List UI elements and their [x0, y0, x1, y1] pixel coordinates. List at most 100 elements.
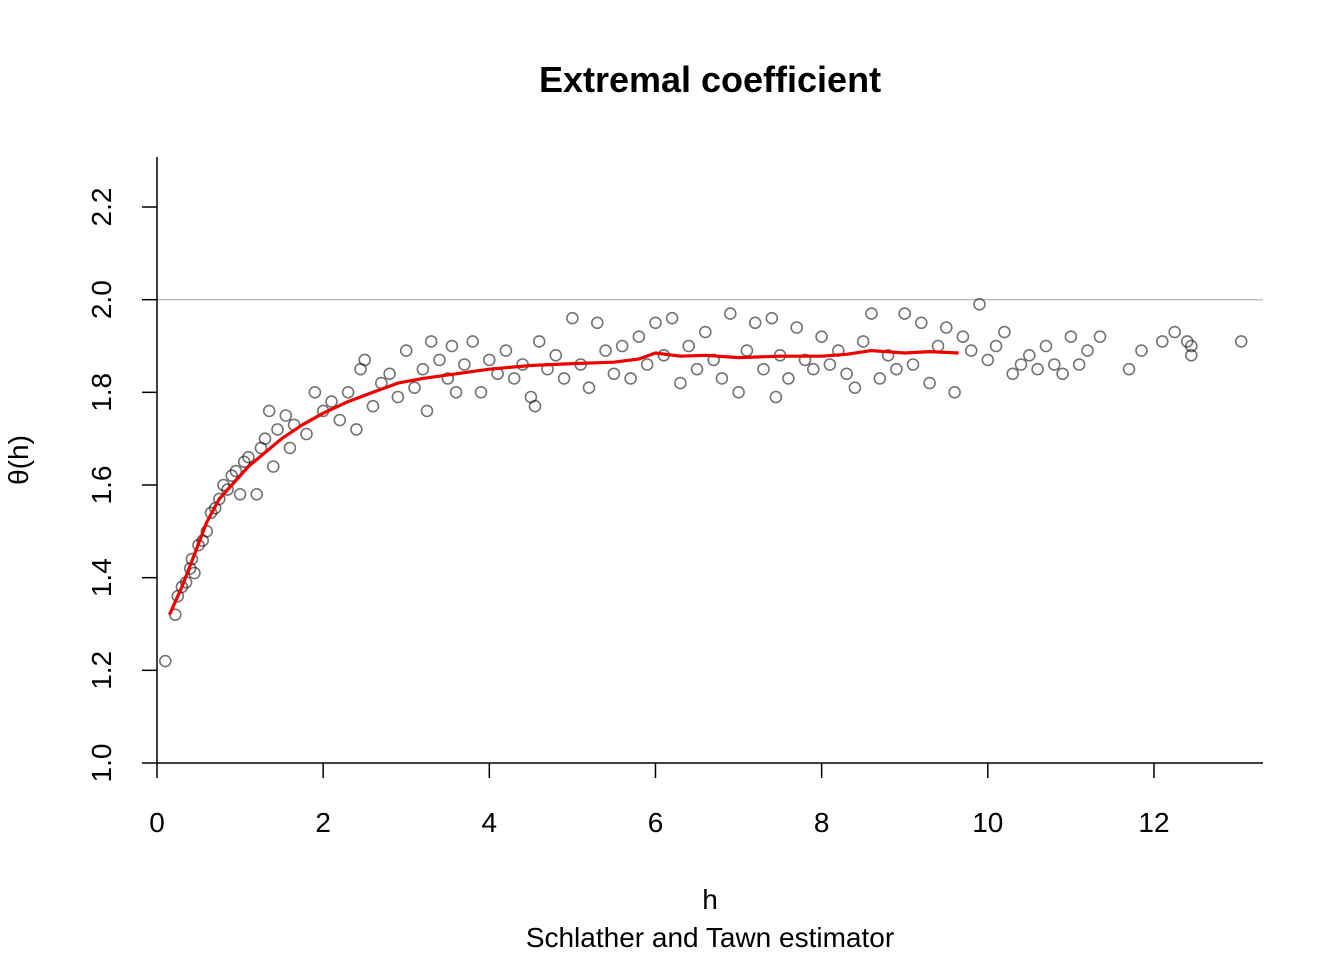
y-tick-label: 2.0 — [86, 280, 117, 319]
scatter-point — [624, 372, 637, 385]
scatter-point — [1185, 348, 1198, 362]
smooth-line — [168, 349, 959, 616]
scatter-point — [383, 367, 396, 381]
scatter-point — [840, 367, 853, 381]
scatter-point — [723, 307, 737, 320]
scatter-point — [233, 487, 247, 501]
scatter-point — [482, 353, 496, 367]
scatter-point — [939, 321, 953, 334]
scatter-point — [271, 423, 284, 436]
y-axis-label: θ(h) — [3, 435, 34, 485]
y-tick-label: 2.2 — [86, 188, 117, 227]
scatter-point — [998, 325, 1011, 339]
scatter-point — [229, 464, 243, 478]
scatter-point — [865, 307, 878, 320]
scatter-point — [408, 381, 421, 395]
scatter-point — [350, 423, 363, 436]
scatter-point — [358, 353, 372, 367]
scatter-point — [898, 307, 912, 320]
scatter-point — [325, 395, 338, 408]
scatter-point — [582, 381, 596, 395]
scatter-point — [732, 385, 745, 399]
scatter-point — [649, 316, 662, 330]
scatter-point — [769, 390, 783, 404]
x-tick-label: 4 — [482, 807, 498, 838]
x-axis: 0 2 4 6 8 10 12 — [149, 762, 1263, 838]
scatter-point — [848, 381, 862, 395]
y-ticks: 1.0 1.2 1.4 1.6 1.8 2.0 2.2 — [86, 188, 157, 783]
scatter-point — [566, 311, 579, 325]
scatter-point — [1234, 335, 1248, 348]
scatter-point — [557, 372, 571, 385]
scatter-point — [948, 385, 961, 399]
scatter-point — [682, 339, 696, 353]
y-tick-label: 1.8 — [86, 373, 117, 412]
scatter-point — [931, 339, 945, 353]
y-tick-label: 1.0 — [86, 744, 117, 783]
scatter-point — [300, 427, 313, 441]
scatter-point — [366, 399, 380, 413]
scatter-point — [790, 321, 804, 334]
scatter-point — [1014, 358, 1028, 371]
scatter-point — [632, 330, 646, 344]
scatter-point — [242, 450, 255, 464]
scatter-point — [262, 404, 276, 418]
scatter-point — [782, 372, 795, 385]
x-tick-label: 12 — [1138, 807, 1169, 838]
scatter-point — [906, 358, 920, 371]
x-axis-label: h — [702, 884, 718, 915]
scatter-point — [1023, 348, 1036, 362]
scatter-point — [549, 348, 563, 362]
scatter-point — [159, 654, 172, 668]
scatter-point — [213, 492, 226, 506]
scatter-point — [1056, 367, 1069, 381]
y-tick-label: 1.4 — [86, 558, 117, 597]
x-tick-label: 8 — [814, 807, 830, 838]
x-tick-label: 6 — [648, 807, 664, 838]
scatter-point — [640, 358, 654, 371]
scatter-point — [1168, 325, 1181, 339]
scatter-point — [1064, 330, 1078, 344]
scatter-point — [1048, 358, 1061, 371]
scatter-point — [856, 335, 870, 348]
scatter-point — [740, 344, 754, 357]
scatter-point — [391, 390, 405, 404]
scatter-point — [981, 353, 995, 367]
scatter-point — [250, 487, 264, 501]
scatter-point — [698, 325, 712, 339]
scatter-point — [798, 353, 812, 367]
scatter-point — [923, 376, 936, 390]
scatter-point — [416, 362, 430, 376]
scatter-point — [765, 311, 779, 325]
scatter-point — [989, 339, 1003, 353]
scatter-point — [665, 311, 679, 325]
scatter-point — [308, 385, 322, 399]
scatter-point — [499, 344, 513, 357]
scatter-point — [1031, 362, 1044, 376]
scatter-point — [279, 409, 293, 422]
scatter-point — [599, 344, 612, 357]
scatter-point — [474, 385, 488, 399]
scatter-point — [1006, 367, 1020, 381]
scatter-point — [1122, 362, 1136, 376]
scatter-point — [399, 344, 413, 357]
scatter-point — [806, 362, 820, 376]
scatter-point — [607, 367, 621, 381]
y-tick-label: 1.6 — [86, 466, 117, 505]
scatter-point — [266, 460, 280, 473]
plot-area — [157, 297, 1263, 668]
scatter-point — [956, 330, 970, 344]
scatter-point — [674, 376, 687, 390]
scatter-point — [528, 399, 542, 413]
scatter-point — [748, 316, 762, 330]
scatter-point — [715, 372, 729, 385]
scatter-point — [964, 344, 978, 357]
scatter-point — [341, 385, 355, 399]
scatter-point — [1039, 339, 1053, 353]
scatter-point — [823, 358, 837, 371]
x-tick-label: 0 — [149, 807, 165, 838]
scatter-point — [441, 372, 455, 385]
scatter-point — [757, 362, 770, 376]
scatter-point — [873, 372, 887, 385]
